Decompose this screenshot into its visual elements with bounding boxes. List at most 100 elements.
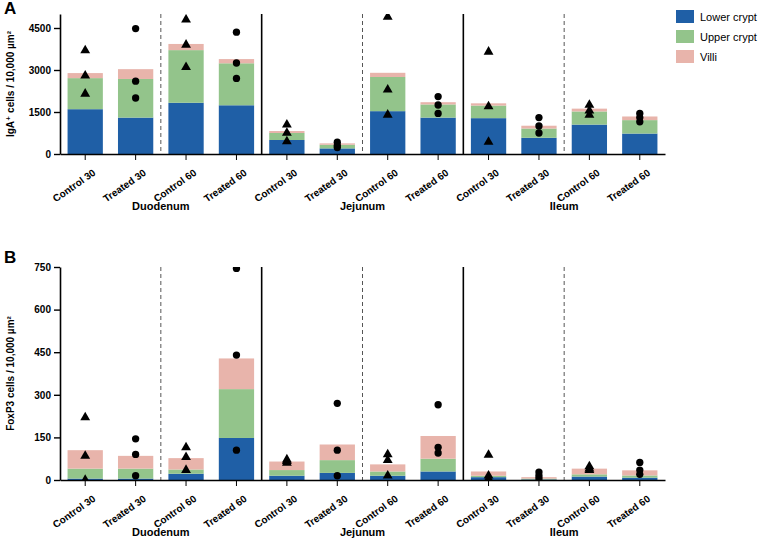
series <box>68 358 658 478</box>
x-tick: Treated 60 <box>605 480 652 530</box>
y-tick-mark <box>54 28 60 29</box>
x-tick-label: Control 60 <box>555 167 602 205</box>
y-tick-label: 300 <box>34 390 51 401</box>
data-point <box>80 412 90 421</box>
data-point <box>132 435 139 442</box>
data-point <box>132 25 139 32</box>
bar-segment <box>68 78 103 109</box>
group-label: Duodenum <box>132 200 190 212</box>
x-tick-mark <box>85 154 86 160</box>
y-tick: 300 <box>34 390 60 401</box>
x-tick-label: Control 30 <box>252 493 299 531</box>
bar-segment <box>68 109 103 154</box>
group-label: Ileum <box>550 200 579 212</box>
bar-segment <box>572 125 607 154</box>
x-tick-mark <box>286 480 287 486</box>
y-tick-label: 450 <box>34 347 51 358</box>
x-axis: Control 30Treated 30Control 60Treated 60… <box>51 154 666 204</box>
x-axis: Control 30Treated 30Control 60Treated 60… <box>51 480 666 530</box>
bar-segment <box>471 118 506 154</box>
x-tick-mark <box>337 480 338 486</box>
x-tick-mark <box>236 154 237 160</box>
y-tick: 0 <box>45 475 60 486</box>
y-tick-mark <box>54 154 60 155</box>
bar-segment <box>622 134 657 154</box>
y-axis: 0150030004500 <box>29 15 61 160</box>
y-tick-label: 150 <box>34 432 51 443</box>
panel: 0150030004500Control 30Treated 30Control… <box>4 0 757 212</box>
x-tick-label: Control 30 <box>454 167 501 205</box>
x-tick-label: Treated 60 <box>404 167 451 205</box>
data-point <box>282 127 292 136</box>
legend-item: Villi <box>676 50 717 63</box>
y-tick-label: 4500 <box>29 23 52 34</box>
y-tick-mark <box>54 112 60 113</box>
data-point <box>132 451 139 458</box>
data-point <box>233 75 240 82</box>
bar-segment <box>622 478 657 480</box>
data-point <box>434 101 441 108</box>
data-point <box>434 93 441 100</box>
region-separator <box>463 267 465 480</box>
y-tick: 150 <box>34 432 60 443</box>
x-tick: Control 60 <box>152 480 199 530</box>
y-tick: 750 <box>34 262 60 273</box>
bar-segment <box>219 389 254 438</box>
x-tick-label: Treated 30 <box>303 167 350 205</box>
x-tick-label: Control 60 <box>152 493 199 531</box>
x-tick-label: Treated 30 <box>303 493 350 531</box>
data-point <box>383 14 393 20</box>
plot-area <box>68 14 658 154</box>
x-tick-label: Treated 30 <box>101 167 148 205</box>
x-tick-label: Control 60 <box>555 493 602 531</box>
x-tick-label: Control 30 <box>51 493 98 531</box>
series <box>68 103 658 154</box>
x-tick-mark <box>438 480 439 486</box>
bar-segment <box>320 460 355 473</box>
y-tick-mark <box>54 352 60 353</box>
bar-segment <box>118 69 153 79</box>
data-point <box>80 450 90 459</box>
x-tick: Treated 60 <box>202 480 249 530</box>
data-point <box>334 144 341 151</box>
x-tick: Treated 30 <box>504 154 551 204</box>
x-tick: Treated 30 <box>504 480 551 530</box>
bar-segment <box>420 471 455 480</box>
x-tick-mark <box>387 480 388 486</box>
region-separator <box>261 14 263 154</box>
y-tick-mark <box>54 70 60 71</box>
data-point <box>584 109 594 118</box>
condition-separator <box>362 14 363 154</box>
y-axis-title: IgA⁺ cells / 10,000 µm² <box>5 30 16 137</box>
x-tick-label: Treated 60 <box>202 493 249 531</box>
data-point <box>484 449 494 458</box>
data-point <box>282 136 292 145</box>
y-tick: 600 <box>34 304 60 315</box>
separators <box>161 267 564 480</box>
legend-item: Lower crypt <box>676 10 757 23</box>
y-tick: 450 <box>34 347 60 358</box>
data-point <box>233 351 240 358</box>
x-tick-label: Control 60 <box>152 167 199 205</box>
y-tick: 3000 <box>29 65 60 76</box>
bar-segment <box>420 118 455 154</box>
y-tick-label: 0 <box>45 475 51 486</box>
panel: 0150300450600750Control 30Treated 30Cont… <box>4 248 666 538</box>
x-tick-mark <box>337 154 338 160</box>
bar-segment <box>219 438 254 480</box>
series <box>68 44 658 145</box>
data-point <box>636 118 643 125</box>
bar-segment <box>572 474 607 476</box>
x-tick-label: Treated 60 <box>605 493 652 531</box>
bar-segment <box>68 450 103 468</box>
data-point <box>434 449 441 456</box>
bar-segment <box>168 474 203 480</box>
y-axis-title: FoxP3 cells / 10,000 µm² <box>5 315 16 430</box>
legend: Lower cryptUpper cryptVilli <box>676 10 757 63</box>
x-tick: Control 30 <box>454 154 501 204</box>
data-point <box>535 129 542 136</box>
data-point <box>334 400 341 407</box>
group-label: Jejunum <box>340 526 385 538</box>
chart-canvas: 0150030004500Control 30Treated 30Control… <box>0 0 784 546</box>
condition-separator <box>362 267 363 480</box>
